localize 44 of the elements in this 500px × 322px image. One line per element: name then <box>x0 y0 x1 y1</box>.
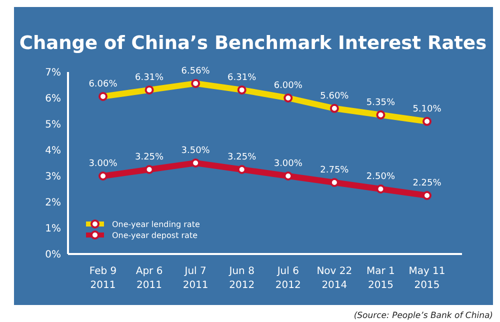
legend-label: One-year lending rate <box>112 220 200 229</box>
data-label: 6.31% <box>134 72 164 83</box>
data-label: 3.00% <box>88 159 118 169</box>
point <box>191 158 200 168</box>
data-label: 6.00% <box>274 81 303 91</box>
data-label: 3.50% <box>181 146 210 156</box>
data-label: 2.50% <box>366 172 396 182</box>
point <box>330 178 339 187</box>
data-label: 2.75% <box>320 166 350 176</box>
data-label: 6.56% <box>181 66 210 76</box>
y-tick-label: 0% <box>45 250 61 260</box>
data-label: 3.25% <box>228 152 257 162</box>
point <box>144 165 154 174</box>
text: (Source: People’s Bank of China) <box>354 311 493 321</box>
y-tick-label: 6% <box>45 94 61 104</box>
legend-label: One-year depost rate <box>112 230 198 240</box>
y-tick-label: 5% <box>45 120 61 130</box>
chart-title: Change of China’s Benchmark Interest Rates <box>19 33 487 54</box>
data-label: 5.35% <box>366 98 396 108</box>
y-tick-label: 3% <box>45 172 61 182</box>
data-label: 2.25% <box>412 178 442 188</box>
point <box>284 172 293 180</box>
x-tick-label: Nov 22 2014 <box>316 266 352 291</box>
data-label: 6.06% <box>88 79 118 90</box>
y-tick-label: 7% <box>45 68 61 78</box>
x-tick-label: Jul 7 2011 <box>182 266 208 291</box>
data-label: 5.10% <box>412 104 442 114</box>
x-tick-label: Jun 8 2012 <box>228 266 255 291</box>
point <box>376 184 386 194</box>
data-label: 3.00% <box>274 159 303 169</box>
x-tick-label: Feb 9 2011 <box>89 266 117 291</box>
point <box>422 191 432 200</box>
x-tick-label: Apr 6 2011 <box>136 266 163 291</box>
data-label: 6.31% <box>228 72 257 83</box>
y-tick-label: 2% <box>45 198 61 208</box>
data-label: 3.25% <box>134 152 164 162</box>
x-tick-label: Mar 1 2015 <box>366 266 395 291</box>
point <box>98 172 108 180</box>
y-tick-label: 4% <box>45 146 61 156</box>
x-tick-label: Jul 6 2012 <box>275 266 301 291</box>
x-tick-label: May 11 2015 <box>408 266 446 291</box>
data-label: 5.60% <box>320 91 350 102</box>
point <box>237 165 246 174</box>
y-tick-label: 1% <box>45 224 61 234</box>
